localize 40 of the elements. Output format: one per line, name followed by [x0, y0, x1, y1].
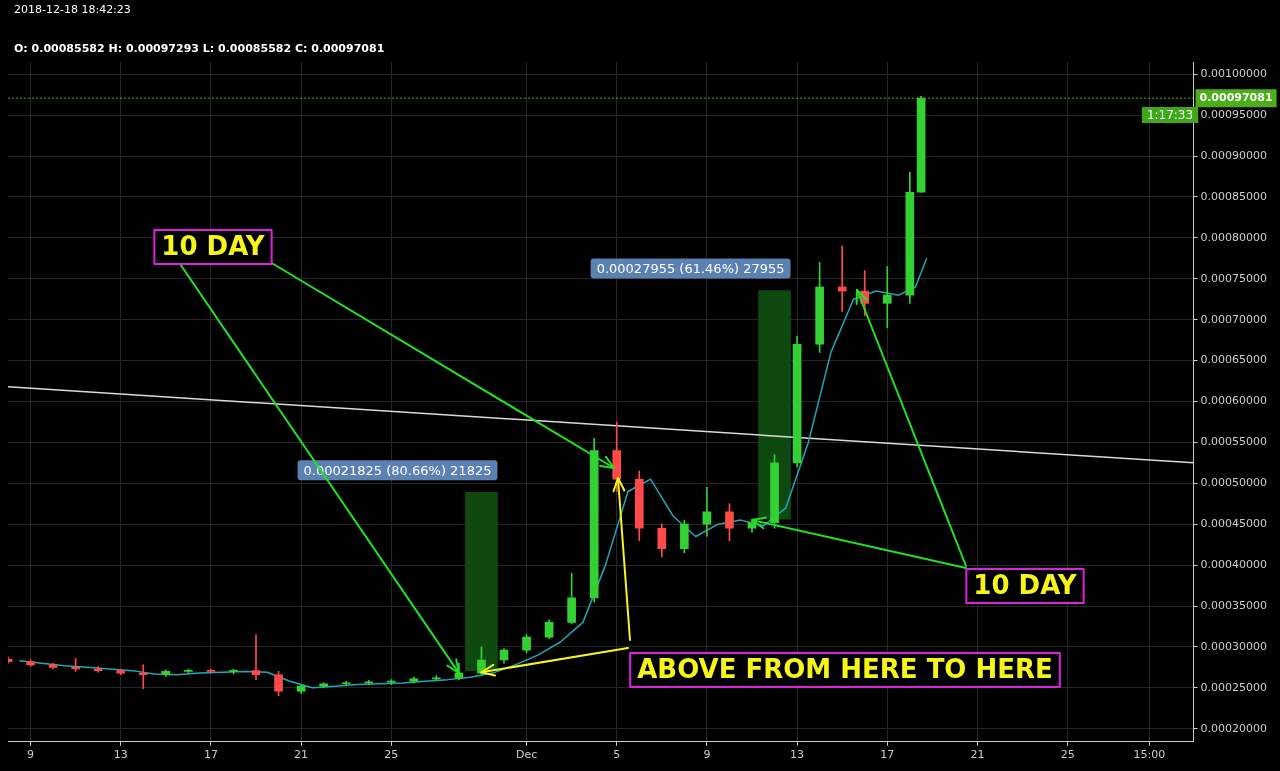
annotation: 0.00027955 (61.46%) 27955	[596, 260, 785, 276]
x-tick-label: 25	[384, 748, 399, 762]
y-tick-label: 0.00065000	[1200, 353, 1267, 367]
chart-title: 2018-12-18 18:42:23	[14, 3, 131, 16]
x-tick-label: 17	[203, 748, 218, 762]
y-tick-label: 0.00095000	[1200, 108, 1267, 122]
x-tick-label: Dec	[515, 748, 538, 762]
y-tick-label: 0.00085000	[1200, 189, 1267, 203]
annotation: 1:17:33	[1146, 108, 1194, 123]
x-tick-label: 21	[294, 748, 309, 762]
x-tick-label: 9	[27, 748, 35, 762]
ref-line-label: 0.00097081	[1199, 91, 1273, 105]
chart-subtitle: O: 0.00085582 H: 0.00097293 L: 0.00085582 C: 0.00097081	[14, 42, 385, 55]
x-tick-label: 5	[613, 748, 621, 762]
candlestick	[409, 676, 419, 684]
x-tick-label: 25	[1060, 748, 1075, 762]
y-tick-label: 0.00030000	[1200, 639, 1267, 653]
x-tick-label: 13	[790, 748, 805, 762]
x-tick-label: 13	[113, 748, 128, 762]
y-tick-label: 0.00045000	[1200, 517, 1267, 531]
y-tick-label: 0.00075000	[1200, 271, 1267, 285]
x-tick-label: 15:00	[1133, 748, 1166, 762]
y-tick-label: 0.00035000	[1200, 598, 1267, 612]
annotation: 10 DAY	[161, 230, 266, 261]
y-tick-label: 0.00040000	[1200, 557, 1267, 571]
y-tick-label: 0.00090000	[1200, 148, 1267, 162]
y-tick-label: 0.00050000	[1200, 476, 1267, 490]
x-tick-label: 17	[880, 748, 895, 762]
y-tick-label: 0.00100000	[1200, 67, 1267, 81]
annotation: 10 DAY	[973, 569, 1078, 600]
y-tick-label: 0.00025000	[1200, 680, 1267, 694]
y-tick-label: 0.00070000	[1200, 312, 1267, 326]
y-tick-label: 0.00020000	[1200, 721, 1267, 735]
x-tick-label: 9	[703, 748, 711, 762]
x-tick-label: 21	[970, 748, 985, 762]
y-tick-label: 0.00060000	[1200, 394, 1267, 408]
y-tick-label: 0.00080000	[1200, 230, 1267, 244]
annotation: ABOVE FROM HERE TO HERE	[637, 653, 1053, 684]
y-tick-label: 0.00055000	[1200, 435, 1267, 449]
candlestick	[341, 680, 351, 686]
